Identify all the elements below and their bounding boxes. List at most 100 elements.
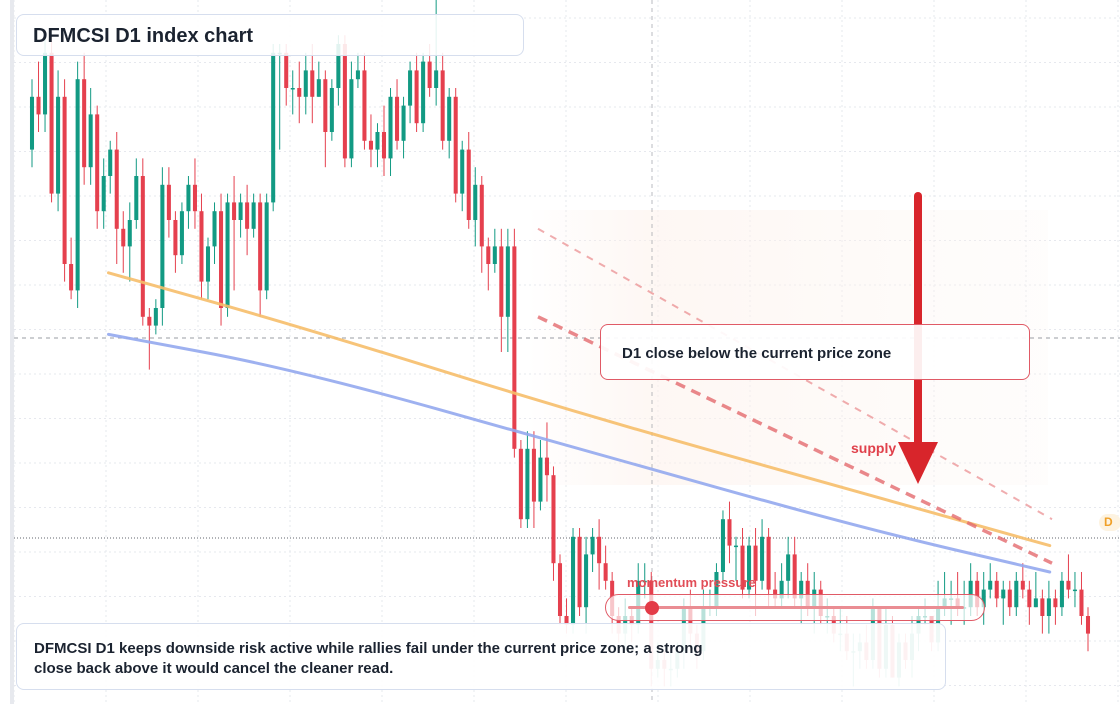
candle-body bbox=[779, 580, 784, 599]
candle-body bbox=[473, 184, 478, 220]
candle-body bbox=[518, 448, 523, 520]
candle bbox=[264, 193, 269, 300]
candle-body bbox=[557, 563, 563, 616]
candle bbox=[544, 422, 549, 502]
candle bbox=[733, 536, 739, 581]
candle bbox=[460, 140, 465, 212]
candle-body bbox=[284, 52, 289, 88]
candle-body bbox=[408, 70, 413, 106]
candle bbox=[388, 88, 393, 176]
candle-body bbox=[297, 88, 302, 97]
candle-body bbox=[525, 448, 530, 520]
candle bbox=[760, 519, 765, 590]
candle bbox=[440, 52, 445, 150]
candle bbox=[486, 237, 491, 291]
candle-body bbox=[720, 519, 725, 572]
candle-body bbox=[512, 246, 517, 449]
candle-body bbox=[88, 114, 93, 168]
candle bbox=[342, 35, 347, 168]
candle bbox=[297, 61, 302, 124]
candle-body bbox=[994, 580, 999, 599]
callout-text: D1 close below the current price zone bbox=[622, 345, 892, 362]
candle bbox=[479, 176, 484, 273]
candle-body bbox=[342, 44, 347, 159]
candle-body bbox=[82, 79, 87, 168]
candle-body bbox=[453, 96, 458, 194]
candle bbox=[36, 61, 41, 132]
candle-body bbox=[316, 79, 321, 97]
candle-body bbox=[192, 184, 197, 212]
candle-body bbox=[401, 105, 406, 141]
candle bbox=[277, 44, 282, 150]
candle-body bbox=[56, 96, 61, 194]
candle-body bbox=[205, 246, 211, 282]
candle bbox=[1085, 607, 1091, 652]
candle-body bbox=[232, 202, 237, 220]
candle-body bbox=[375, 132, 380, 150]
candle bbox=[492, 228, 497, 273]
candle-body bbox=[590, 536, 595, 555]
candle bbox=[642, 563, 647, 599]
price-tag: D bbox=[1099, 514, 1120, 531]
summary-text: DFMCSI D1 keeps downside risk active whi… bbox=[34, 640, 703, 677]
candle-body bbox=[479, 184, 484, 247]
candle bbox=[173, 211, 178, 273]
candle bbox=[1053, 589, 1058, 625]
candle bbox=[1007, 580, 1012, 616]
candle bbox=[49, 35, 54, 203]
candle bbox=[212, 202, 217, 264]
candle bbox=[994, 572, 999, 608]
candle-body bbox=[251, 202, 256, 229]
momentum-knob[interactable] bbox=[644, 601, 659, 615]
momentum-track bbox=[628, 606, 964, 609]
candle bbox=[505, 228, 510, 352]
candle bbox=[179, 202, 184, 264]
title-panel: DFMCSI D1 index chart bbox=[16, 14, 524, 56]
candle bbox=[232, 176, 237, 291]
candle bbox=[199, 193, 204, 300]
candle bbox=[140, 158, 145, 326]
chart-title: DFMCSI D1 index chart bbox=[33, 25, 254, 47]
candle bbox=[310, 44, 315, 124]
candle-body bbox=[460, 149, 465, 194]
candle-body bbox=[147, 316, 152, 326]
candle-body bbox=[642, 580, 647, 583]
candle-body bbox=[740, 545, 745, 590]
candle bbox=[786, 536, 791, 599]
candle bbox=[303, 52, 308, 115]
candle bbox=[69, 237, 74, 300]
candle bbox=[727, 501, 732, 564]
candle-body bbox=[179, 211, 184, 256]
candle-body bbox=[1007, 589, 1012, 608]
candle bbox=[362, 52, 367, 150]
candle-body bbox=[981, 589, 986, 608]
candle bbox=[62, 79, 67, 282]
candle-body bbox=[1066, 580, 1071, 590]
candle-body bbox=[414, 70, 419, 124]
candle-body bbox=[108, 149, 113, 176]
candle-body bbox=[597, 536, 602, 564]
candle bbox=[747, 536, 752, 599]
candle bbox=[571, 528, 576, 634]
candle-body bbox=[1014, 580, 1019, 608]
candle-body bbox=[290, 88, 295, 90]
candle-body bbox=[753, 545, 758, 581]
candle-body bbox=[975, 580, 980, 608]
candle-body bbox=[1001, 589, 1006, 599]
candle-body bbox=[36, 96, 41, 115]
candle bbox=[590, 528, 595, 572]
candle bbox=[271, 44, 276, 212]
candle-body bbox=[173, 220, 178, 256]
candle bbox=[368, 114, 373, 168]
price-zone-callout: D1 close below the current price zone bbox=[600, 324, 1030, 380]
candle bbox=[114, 132, 119, 264]
candle bbox=[290, 70, 295, 115]
candle bbox=[401, 96, 406, 159]
candle-body bbox=[1040, 598, 1045, 616]
candle-body bbox=[466, 149, 471, 220]
candle bbox=[408, 61, 413, 124]
candle bbox=[473, 167, 478, 247]
candle-body bbox=[186, 184, 191, 212]
candle-body bbox=[121, 228, 126, 247]
